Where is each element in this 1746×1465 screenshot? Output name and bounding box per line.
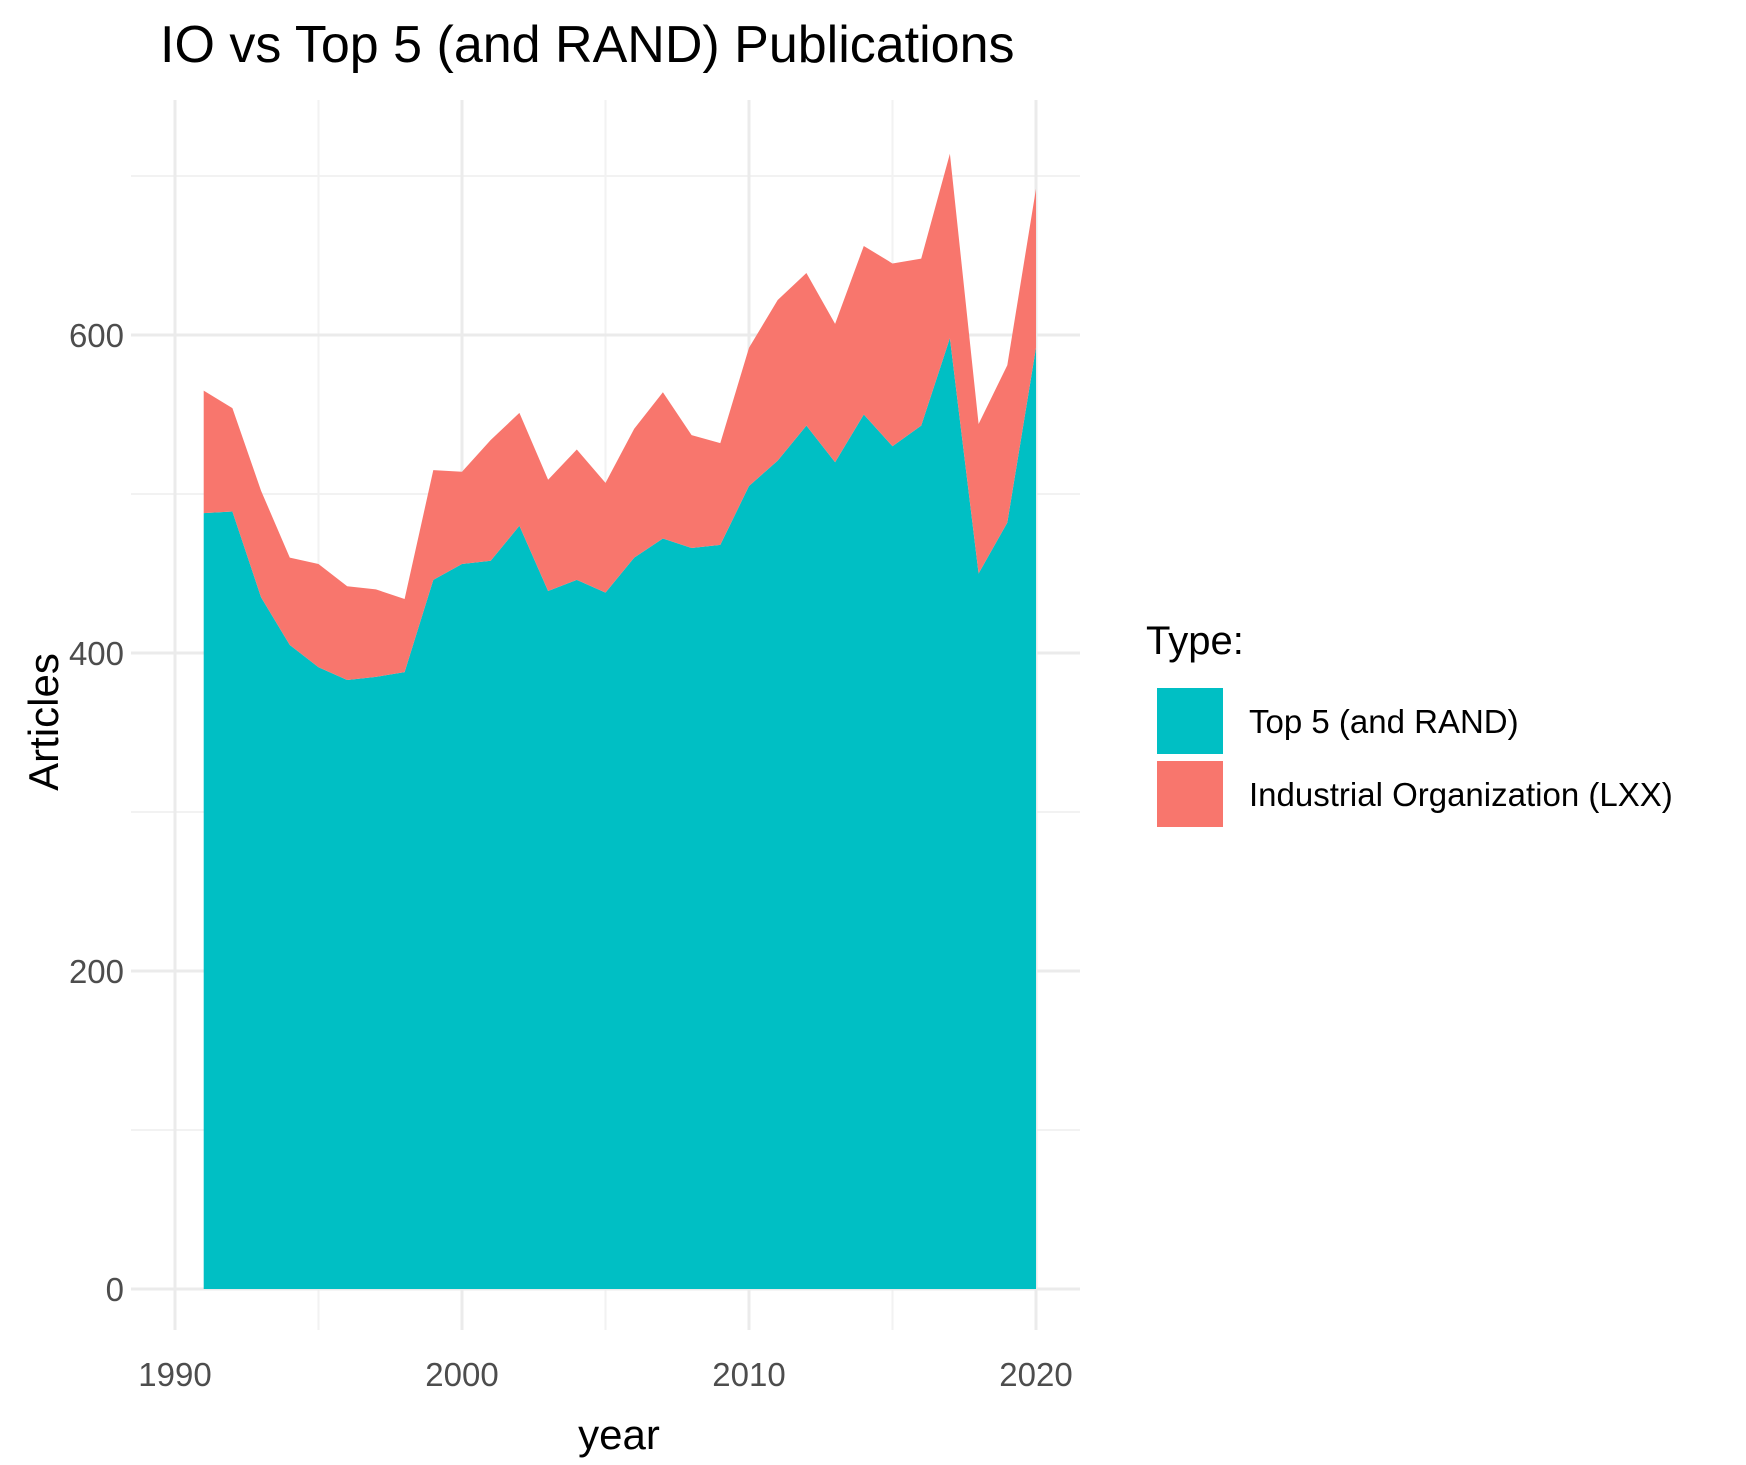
y-axis-ticks: 0 200 400 600	[69, 317, 124, 1308]
legend-swatch	[1157, 688, 1223, 754]
y-tick-label: 400	[69, 635, 124, 672]
legend-label: Top 5 (and RAND)	[1249, 703, 1519, 740]
y-tick-label: 0	[106, 1271, 124, 1308]
x-axis-ticks: 1990 2000 2010 2020	[138, 1356, 1072, 1393]
x-axis-title: year	[578, 1411, 660, 1458]
y-axis-title: Articles	[20, 653, 67, 791]
x-tick-label: 2000	[425, 1356, 498, 1393]
x-tick-label: 2020	[999, 1356, 1072, 1393]
y-tick-label: 200	[69, 953, 124, 990]
area-series-2	[203, 153, 1036, 681]
legend: Type: Top 5 (and RAND) Industrial Organiz…	[1146, 619, 1673, 827]
legend-label: Industrial Organization (LXX)	[1249, 776, 1673, 813]
legend-swatch	[1157, 761, 1223, 827]
y-tick-label: 600	[69, 317, 124, 354]
legend-title: Type:	[1146, 619, 1244, 663]
chart-title: IO vs Top 5 (and RAND) Publications	[160, 16, 1015, 74]
x-tick-label: 1990	[138, 1356, 211, 1393]
x-tick-label: 2010	[712, 1356, 785, 1393]
area-series-1	[203, 338, 1036, 1289]
area-series	[203, 153, 1036, 1289]
